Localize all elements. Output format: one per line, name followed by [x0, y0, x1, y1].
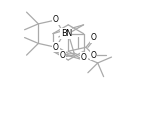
Text: O: O — [91, 51, 97, 60]
Text: O: O — [53, 15, 59, 24]
Text: O: O — [53, 43, 59, 52]
Text: B: B — [61, 29, 67, 38]
Text: O: O — [59, 51, 65, 60]
Text: N: N — [65, 29, 71, 38]
Text: O: O — [81, 53, 87, 62]
Text: O: O — [91, 33, 97, 42]
